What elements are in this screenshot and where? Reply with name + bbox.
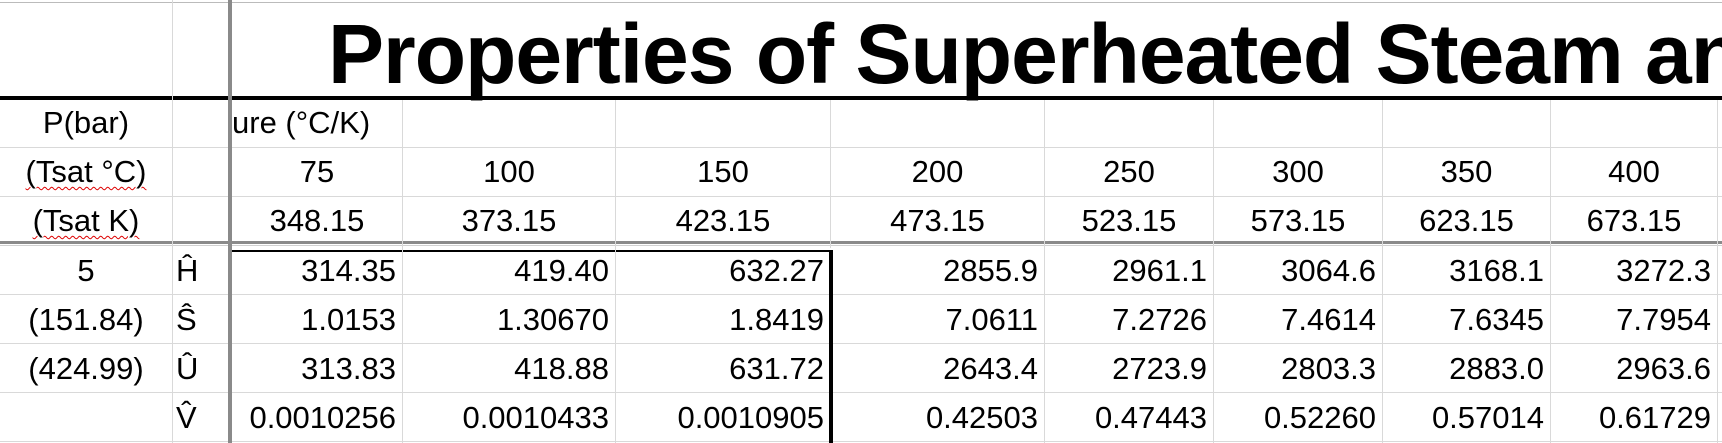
temp-k-cell[interactable]: 348.15 (269, 203, 365, 238)
temp-c-cell[interactable]: 150 (697, 154, 749, 189)
temp-c-cell[interactable]: 400 (1608, 154, 1660, 189)
data-cell[interactable]: 7.6345 (1449, 302, 1544, 337)
temp-k-cell[interactable]: 523.15 (1081, 203, 1177, 238)
data-cell[interactable]: 0.47443 (1094, 400, 1207, 435)
data-cell[interactable]: 0.42503 (925, 400, 1038, 435)
symbol-enthalpy: Ĥ (176, 253, 199, 288)
data-cell[interactable]: 3272.3 (1616, 253, 1711, 288)
data-cell[interactable]: 0.61729 (1598, 400, 1711, 435)
data-cell[interactable]: 0.0010905 (677, 400, 824, 435)
temperature-label: ure (°C/K) (232, 105, 371, 140)
temp-k-cell[interactable]: 673.15 (1586, 203, 1682, 238)
temp-k-cell[interactable]: 473.15 (890, 203, 985, 238)
temp-c-cell[interactable]: 75 (299, 154, 335, 189)
block-pressure: 5 (77, 253, 95, 288)
data-cell[interactable]: 7.7954 (1616, 302, 1711, 337)
symbol-internal-energy: Û (176, 351, 199, 386)
data-cell[interactable]: 1.8419 (729, 302, 824, 337)
data-cell[interactable]: 7.0611 (945, 302, 1038, 337)
data-cell[interactable]: 2883.0 (1449, 351, 1544, 386)
data-cell[interactable]: 7.4614 (1281, 302, 1376, 337)
data-cell[interactable]: 7.2726 (1112, 302, 1207, 337)
data-cell[interactable]: 632.27 (729, 253, 824, 288)
data-cell[interactable]: 2643.4 (943, 351, 1038, 386)
symbol-entropy: Ŝ (176, 302, 197, 337)
data-cell[interactable]: 631.72 (729, 351, 824, 386)
temp-k-cell[interactable]: 373.15 (461, 203, 557, 238)
temp-c-cell[interactable]: 250 (1103, 154, 1155, 189)
temp-c-cell[interactable]: 350 (1440, 154, 1493, 189)
data-cell[interactable]: 2723.9 (1112, 351, 1207, 386)
data-cell[interactable]: 0.57014 (1431, 400, 1544, 435)
temp-c-cell[interactable]: 200 (911, 154, 964, 189)
tsat-c-header-text: (Tsat °C) (25, 154, 147, 189)
data-cell[interactable]: 313.83 (301, 351, 396, 386)
data-cell[interactable]: 0.0010433 (462, 400, 609, 435)
data-cell[interactable]: 314.35 (301, 253, 396, 288)
tsat-c-header: (Tsat °C) (0, 149, 172, 195)
temp-c-cell[interactable]: 100 (483, 154, 535, 189)
data-cell[interactable]: 1.30670 (496, 302, 609, 337)
block-tsat-c: (151.84) (28, 302, 144, 337)
data-cell[interactable]: 2963.6 (1616, 351, 1711, 386)
data-cell[interactable]: 2803.3 (1281, 351, 1376, 386)
pressure-header: P(bar) (42, 105, 130, 140)
temp-c-cell[interactable]: 300 (1272, 154, 1324, 189)
data-cell[interactable]: 0.0010256 (249, 400, 396, 435)
temp-k-cell[interactable]: 573.15 (1250, 203, 1346, 238)
data-cell[interactable]: 418.88 (514, 351, 609, 386)
tsat-k-header-text: (Tsat K) (32, 203, 140, 238)
temp-k-cell[interactable]: 623.15 (1419, 203, 1514, 238)
data-cell[interactable]: 1.0153 (301, 302, 396, 337)
data-cell[interactable]: 3064.6 (1281, 253, 1376, 288)
data-cell[interactable]: 2961.1 (1112, 253, 1207, 288)
data-cell[interactable]: 3168.1 (1449, 253, 1544, 288)
tsat-k-header: (Tsat K) (0, 198, 172, 244)
data-cell[interactable]: 0.52260 (1263, 400, 1376, 435)
block-tsat-k: (424.99) (28, 351, 144, 386)
data-cell[interactable]: 419.40 (514, 253, 609, 288)
sheet-title: Properties of Superheated Steam and Subc… (328, 7, 1722, 101)
temp-k-cell[interactable]: 423.15 (675, 203, 771, 238)
data-cell[interactable]: 2855.9 (943, 253, 1038, 288)
symbol-specific-volume: V̂ (176, 400, 197, 435)
